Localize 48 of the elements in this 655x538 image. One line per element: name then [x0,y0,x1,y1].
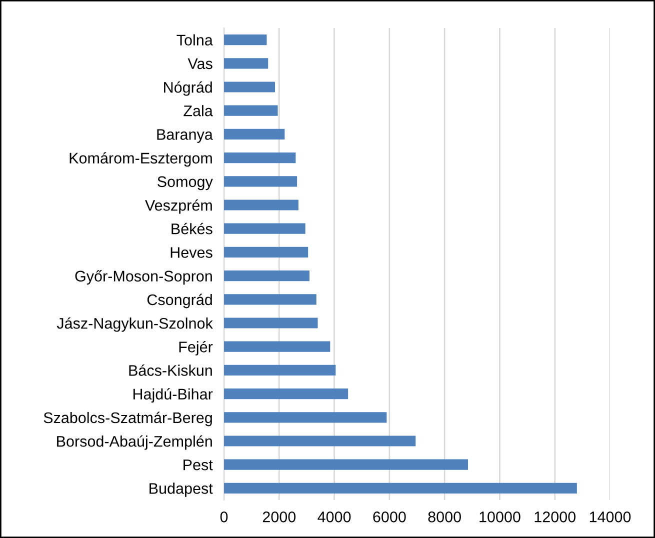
y-tick-label: Baranya [157,129,213,143]
bar [224,200,298,210]
bar [224,58,268,69]
bar [224,246,308,258]
x-tick-label: 8000 [428,512,461,522]
y-tick-label: Szabolcs-Szatmár-Bereg [44,412,212,426]
y-tick-label: Budapest [150,482,213,497]
y-tick-label: Győr-Moson-Sopron [75,270,212,285]
bar [224,412,387,423]
y-tick-label: Heves [170,247,212,258]
bar [224,223,306,234]
bar [224,459,468,470]
bar [224,34,267,46]
x-tick-label: 10000 [480,512,520,522]
bar [224,270,310,282]
y-tick-label: Békés [172,222,212,234]
y-tick-label: Vas [188,58,212,70]
bar [224,436,416,446]
bar [224,318,318,328]
x-tick-label: 0 [220,512,228,522]
y-tick-label: Fejér [179,340,213,356]
y-tick-label: Borsod-Abaúj-Zemplén [57,435,212,450]
x-tick-label: 12000 [534,512,576,522]
y-tick-label: Pest [184,460,213,470]
y-tick-label: Komárom-Esztergom [70,152,212,167]
x-tick-label: 14000 [590,512,631,522]
bar [224,105,278,116]
bar [224,176,298,187]
y-tick-label: Hajdú-Bihar [133,388,213,403]
x-tick-label: 2000 [262,512,296,522]
bar [224,388,348,400]
bar [224,364,336,376]
y-tick-label: Nógrád [164,81,212,96]
y-tick-label: Jász-Nagykun-Szolnok [56,317,213,332]
bar [224,128,285,140]
bar [224,152,296,164]
y-tick-label: Somogy [158,176,213,190]
bar [224,82,276,92]
x-tick-label: 4000 [318,512,351,522]
y-tick-label: Csongrád [147,294,212,308]
bar [224,341,330,352]
y-tick-label: Bács-Kiskun [129,364,212,376]
y-tick-label: Veszprém [145,199,212,214]
x-tick-label: 6000 [373,512,406,522]
y-tick-label: Tolna [176,34,213,46]
bar [224,294,316,305]
y-tick-label: Zala [184,105,213,116]
bar [224,482,577,494]
